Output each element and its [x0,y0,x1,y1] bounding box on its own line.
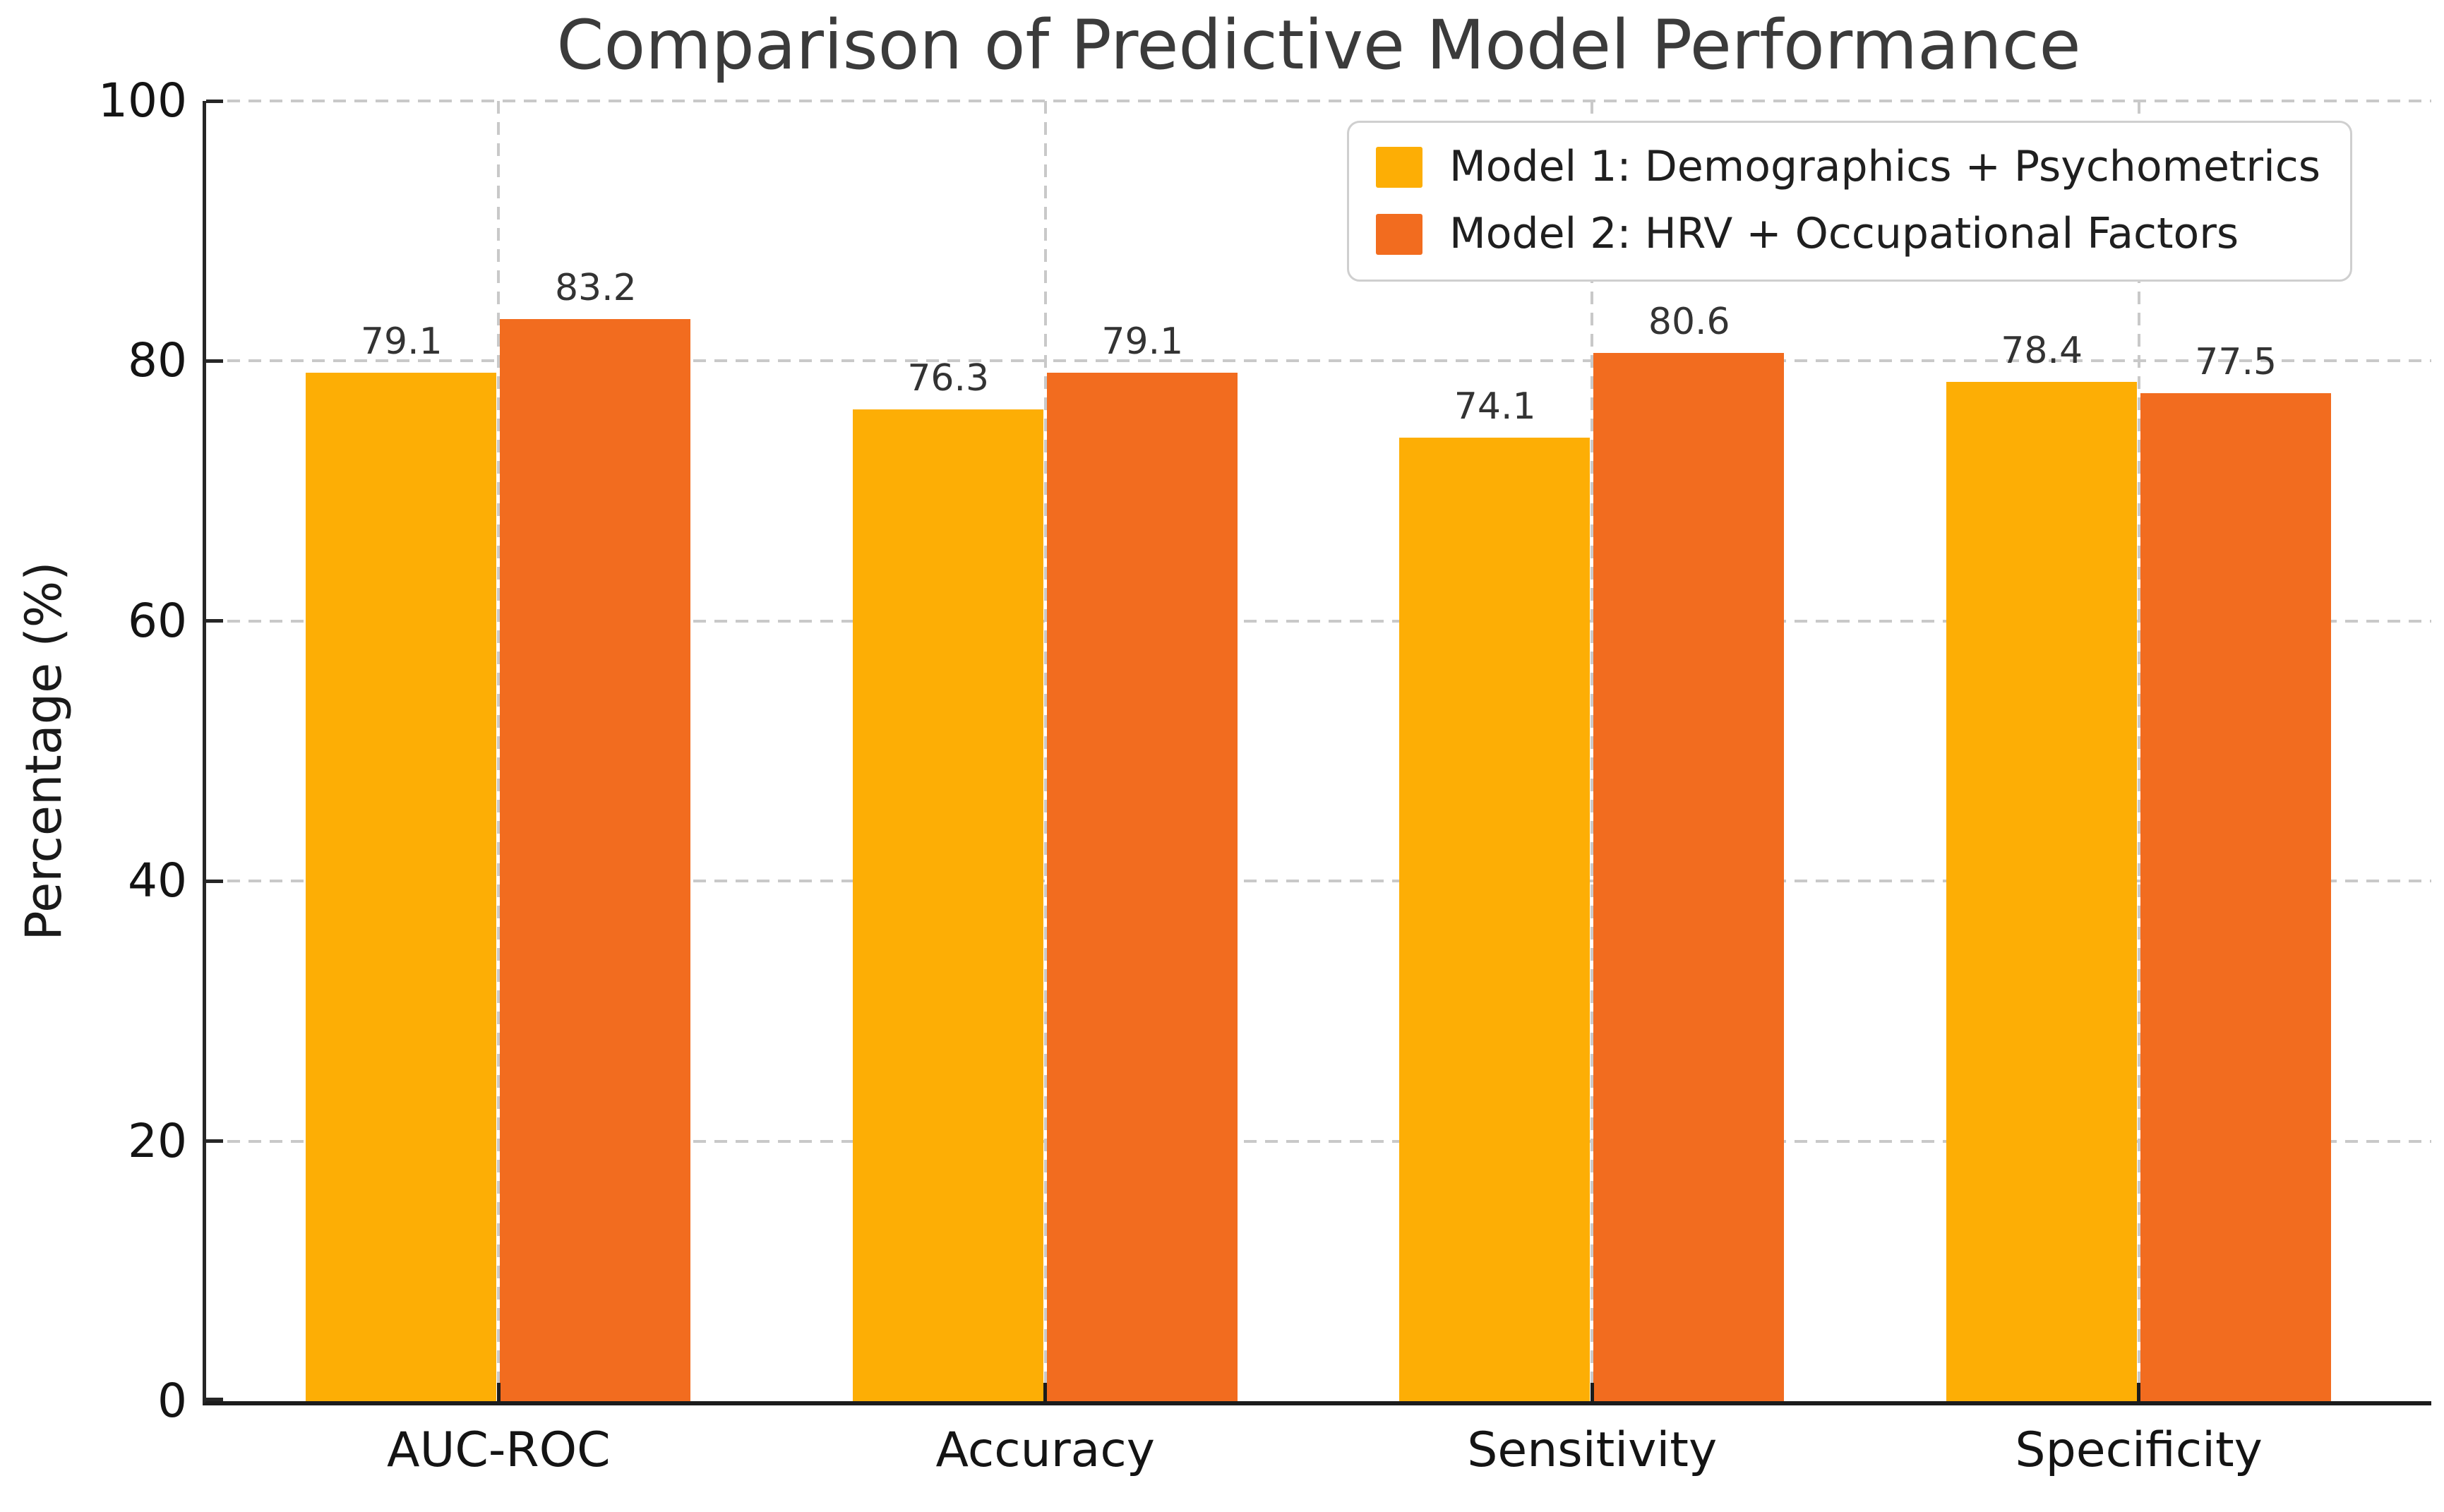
bar-value-label: 77.5 [2195,341,2277,384]
legend-label: Model 2: HRV + Occupational Factors [1449,209,2239,258]
y-tick [206,359,223,363]
bar [1046,372,1238,1401]
vertical-gridline [1043,101,1047,1401]
vertical-gridline [497,101,501,1401]
y-tick [206,99,223,103]
x-axis-category-label: Accuracy [935,1422,1155,1478]
vertical-gridline [1591,101,1594,1401]
bar-value-label: 79.1 [360,320,443,363]
bar [1399,438,1591,1401]
legend-swatch-icon [1376,213,1422,255]
y-tick-label: 0 [157,1374,187,1428]
bar-value-label: 79.1 [1101,320,1184,363]
x-tick [1043,1383,1048,1401]
y-tick [206,1398,223,1401]
bar-value-label: 74.1 [1454,385,1536,428]
x-tick [1590,1383,1594,1401]
horizontal-gridline [206,1139,2431,1143]
chart-title: Comparison of Predictive Model Performan… [556,6,2081,85]
bar [2140,393,2331,1401]
y-tick [206,619,223,623]
bar [306,372,497,1401]
horizontal-gridline [206,619,2431,623]
bar [500,319,691,1401]
y-tick [206,1139,223,1144]
horizontal-gridline [206,100,2431,102]
x-tick [496,1383,501,1401]
y-tick-label: 60 [128,593,187,648]
x-axis-category-label: Sensitivity [1467,1422,1718,1478]
vertical-gridline [2137,101,2140,1401]
bar [1593,353,1785,1401]
legend-label: Model 1: Demographics + Psychometrics [1449,142,2321,191]
horizontal-gridline [206,880,2431,883]
y-tick-label: 20 [128,1113,187,1168]
legend-swatch-icon [1376,146,1422,188]
bar-value-label: 80.6 [1648,301,1730,344]
y-tick [206,879,223,883]
plot-area: 79.1 76.3 74.1 78.4 83.2 79.1 80.6 77.5 [203,99,2431,1405]
legend-item: Model 1: Demographics + Psychometrics [1376,143,2320,191]
y-tick-label: 40 [128,853,187,908]
x-axis-category-label: AUC-ROC [387,1422,611,1478]
bar [1946,381,2137,1401]
bar [852,409,1043,1401]
x-axis-category-label: Specificity [2015,1422,2263,1478]
bar-value-label: 76.3 [907,356,990,400]
legend-item: Model 2: HRV + Occupational Factors [1376,210,2320,258]
horizontal-gridline [206,359,2431,363]
y-tick-label: 80 [128,333,187,388]
y-tick-label: 100 [98,73,187,128]
legend: Model 1: Demographics + Psychometrics Mod… [1347,121,2353,282]
bar-value-label: 78.4 [2001,329,2083,372]
bar-value-label: 83.2 [554,267,637,310]
x-tick [2137,1383,2141,1401]
